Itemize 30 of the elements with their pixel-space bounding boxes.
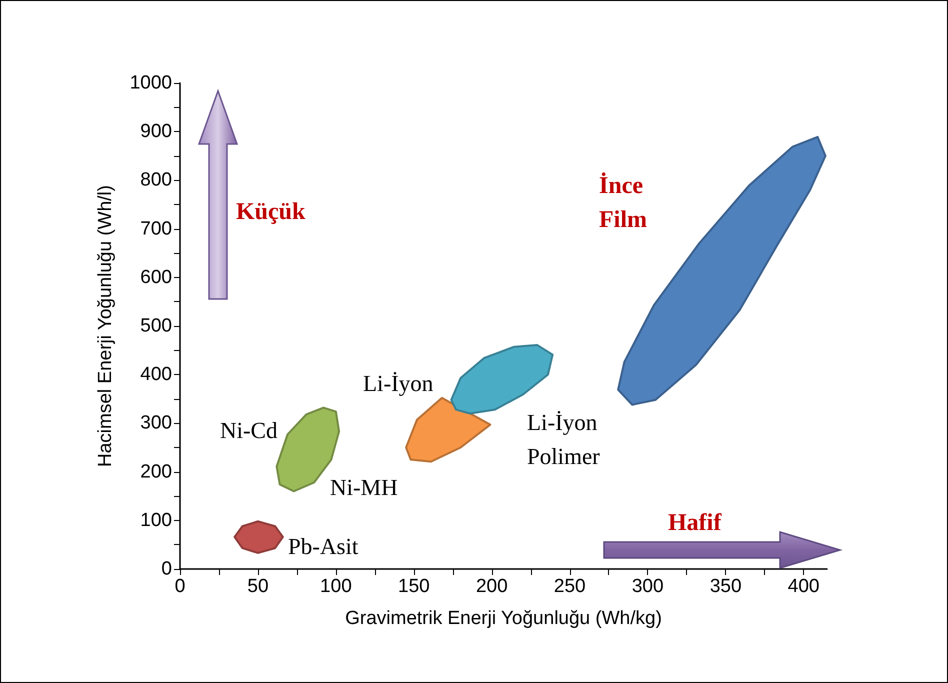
annotation: Küçük bbox=[236, 198, 306, 227]
y-tick-label: 400 bbox=[140, 364, 172, 386]
x-tick-label: 200 bbox=[476, 576, 508, 597]
annotation: Pb-Asit bbox=[288, 533, 358, 561]
x-tick-label: 50 bbox=[247, 576, 269, 597]
y-axis-title: Hacimsel Enerji Yoğunluğu (Wh/l) bbox=[95, 185, 116, 467]
y-tick-label: 600 bbox=[140, 266, 172, 288]
y-tick-label: 700 bbox=[140, 218, 172, 240]
x-tick-label: 100 bbox=[320, 576, 352, 597]
x-tick-label: 250 bbox=[554, 576, 586, 597]
annotation: İnce Film bbox=[599, 171, 647, 235]
y-tick-label: 900 bbox=[140, 121, 172, 142]
x-tick-label: 400 bbox=[788, 576, 820, 597]
x-axis-title: Gravimetrik Enerji Yoğunluğu (Wh/kg) bbox=[345, 608, 662, 629]
annotation: Li-İyon Polimer bbox=[527, 409, 600, 471]
annotation: Ni-MH bbox=[330, 474, 398, 502]
y-tick-label: 300 bbox=[140, 412, 172, 434]
annotation: Hafif bbox=[668, 509, 722, 538]
y-tick-label: 100 bbox=[140, 510, 172, 531]
x-tick-label: 150 bbox=[398, 576, 430, 597]
y-tick-label: 200 bbox=[140, 461, 172, 482]
annotation: Ni-Cd bbox=[220, 417, 278, 445]
x-tick-label: 300 bbox=[632, 576, 664, 597]
x-tick-label: 0 bbox=[174, 576, 186, 597]
y-tick-label: 500 bbox=[140, 316, 172, 336]
y-tick-label: 800 bbox=[140, 170, 172, 191]
x-tick-label: 350 bbox=[710, 576, 742, 597]
annotation: Li-İyon bbox=[363, 370, 434, 398]
y-tick-label: 0 bbox=[161, 558, 172, 580]
y-tick-label: 1000 bbox=[130, 72, 172, 94]
